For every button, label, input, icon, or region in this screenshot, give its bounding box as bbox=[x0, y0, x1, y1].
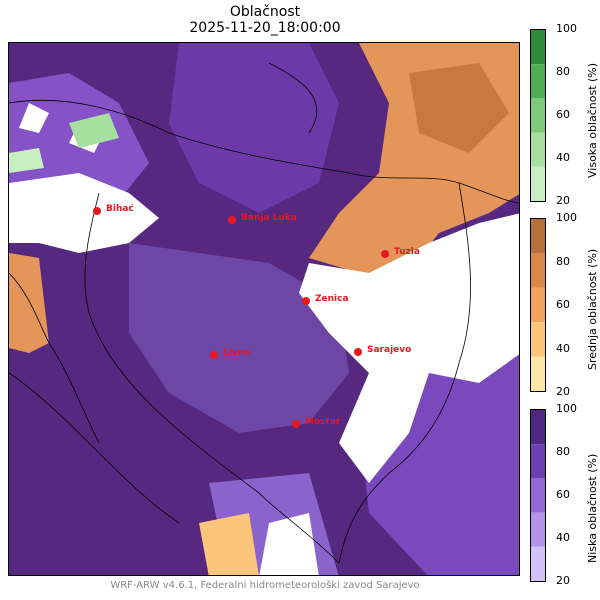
low-cloud-band bbox=[169, 43, 339, 213]
colorbar-low-tick: 20 bbox=[556, 574, 570, 587]
colorbar-low-tick: 40 bbox=[556, 531, 570, 544]
clear-sky-region bbox=[9, 173, 159, 253]
mid-cloud-region bbox=[409, 63, 509, 153]
colorbar-high-tick: 100 bbox=[556, 22, 577, 35]
footer-credit: WRF-ARW v4.6.1, Federalni hidrometeorolo… bbox=[110, 580, 420, 591]
colorbar-swatch bbox=[531, 512, 545, 547]
colorbar-swatch bbox=[531, 30, 545, 65]
colorbar-high-tick: 40 bbox=[556, 151, 570, 164]
city-marker bbox=[210, 351, 218, 359]
clear-sky-region bbox=[299, 213, 519, 483]
colorbar-mid-tick: 80 bbox=[556, 255, 570, 268]
map-title: Oblačnost bbox=[229, 4, 301, 20]
high-cloud-patch bbox=[69, 113, 119, 148]
city-label: Bihać bbox=[106, 204, 134, 214]
colorbar-low-tick: 100 bbox=[556, 402, 577, 415]
city-label: Mostar bbox=[305, 417, 341, 427]
colorbar-high-label: Visoka oblačnost (%) bbox=[586, 62, 599, 178]
city-marker bbox=[354, 348, 362, 356]
colorbar-low-cloud-swatches bbox=[531, 410, 545, 581]
colorbar-swatch bbox=[531, 219, 545, 254]
colorbar-swatch bbox=[531, 444, 545, 479]
colorbar-high-tick: 80 bbox=[556, 65, 570, 78]
colorbar-swatch bbox=[531, 132, 545, 167]
city-label: Banja Luka bbox=[241, 213, 297, 223]
colorbar-high-cloud-swatches bbox=[531, 30, 545, 201]
colorbar-mid-tick: 20 bbox=[556, 385, 570, 398]
city-label: Sarajevo bbox=[367, 345, 412, 355]
colorbar-swatch bbox=[531, 253, 545, 288]
colorbar-low-tick: 60 bbox=[556, 488, 570, 501]
colorbar-mid-tick: 40 bbox=[556, 342, 570, 355]
city-label: Livno bbox=[223, 348, 251, 358]
colorbar-mid-tick: 60 bbox=[556, 298, 570, 311]
cloud-map-canvas bbox=[9, 43, 519, 575]
city-label: Tuzla bbox=[394, 247, 420, 257]
low-cloud-band bbox=[129, 243, 349, 433]
clear-sky-patch bbox=[19, 103, 49, 133]
mid-cloud-region bbox=[9, 253, 49, 353]
colorbar-mid-cloud bbox=[530, 218, 546, 392]
colorbar-high-tick: 20 bbox=[556, 194, 570, 207]
colorbar-swatch bbox=[531, 410, 545, 445]
colorbar-swatch bbox=[531, 478, 545, 513]
city-marker bbox=[292, 420, 300, 428]
city-label: Zenica bbox=[315, 294, 349, 304]
colorbar-swatch bbox=[531, 166, 545, 201]
colorbar-low-tick: 80 bbox=[556, 445, 570, 458]
city-marker bbox=[93, 207, 101, 215]
colorbar-mid-tick: 100 bbox=[556, 211, 577, 224]
colorbar-swatch bbox=[531, 322, 545, 357]
colorbar-low-cloud bbox=[530, 409, 546, 582]
colorbar-swatch bbox=[531, 546, 545, 581]
colorbar-low-label: Niska oblačnost (%) bbox=[586, 453, 599, 563]
colorbar-swatch bbox=[531, 98, 545, 133]
colorbar-swatch bbox=[531, 64, 545, 99]
colorbar-high-tick: 60 bbox=[556, 108, 570, 121]
colorbar-swatch bbox=[531, 356, 545, 391]
city-marker bbox=[228, 216, 236, 224]
colorbar-high-cloud bbox=[530, 29, 546, 202]
city-marker bbox=[381, 250, 389, 258]
clear-sky-region bbox=[259, 513, 319, 575]
colorbar-mid-label: Srednja oblačnost (%) bbox=[586, 248, 599, 370]
high-cloud-patch bbox=[9, 148, 44, 173]
mid-cloud-region bbox=[199, 513, 259, 575]
colorbar-mid-cloud-swatches bbox=[531, 219, 545, 391]
colorbar-swatch bbox=[531, 287, 545, 323]
cloud-map: Bihać Banja Luka Tuzla Zenica Sarajevo L… bbox=[8, 42, 520, 576]
country-borders bbox=[9, 62, 519, 564]
city-marker bbox=[302, 297, 310, 305]
map-datetime: 2025-11-20_18:00:00 bbox=[189, 20, 341, 36]
